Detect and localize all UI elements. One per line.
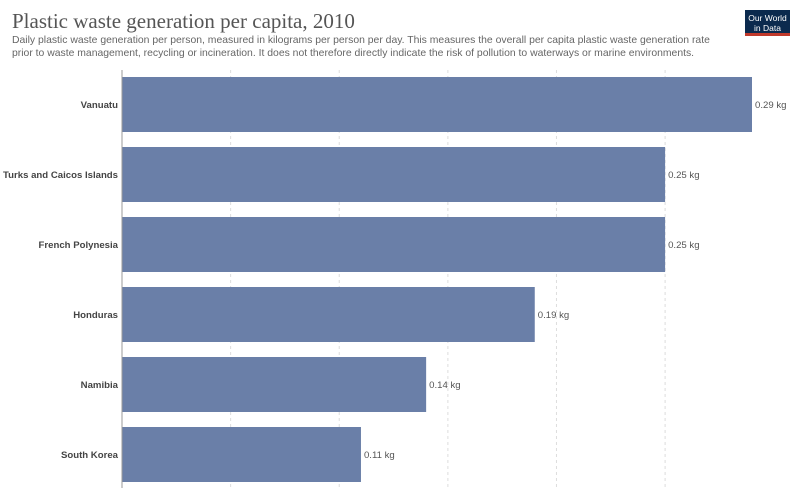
value-label-0: 0.29 kg — [755, 100, 786, 111]
chart-title: Plastic waste generation per capita, 201… — [12, 9, 355, 33]
gridlines — [230, 70, 666, 488]
bar-3[interactable] — [122, 287, 535, 342]
category-label-0: Vanuatu — [81, 100, 118, 111]
bar-5[interactable] — [122, 427, 361, 482]
bar-4[interactable] — [122, 357, 427, 412]
logo-line-2: in Data — [754, 23, 781, 33]
bars: Vanuatu 0.29 kg Turks and Caicos Islands 0.… — [3, 77, 786, 482]
category-label-2: French Polynesia — [39, 240, 119, 251]
category-label-4: Namibia — [81, 380, 119, 391]
bar-1[interactable] — [122, 147, 666, 202]
value-label-5: 0.11 kg — [364, 450, 395, 461]
chart-subtitle: Daily plastic waste generation per perso… — [12, 35, 710, 59]
category-label-1: Turks and Caicos Islands — [3, 170, 118, 181]
logo-line-1: Our World — [748, 13, 787, 23]
bar-0[interactable] — [122, 77, 752, 132]
bar-2[interactable] — [122, 217, 666, 272]
category-label-5: South Korea — [61, 450, 119, 461]
value-label-1: 0.25 kg — [668, 170, 699, 181]
value-label-3: 0.19 kg — [538, 310, 569, 321]
value-label-4: 0.14 kg — [429, 380, 460, 391]
value-label-2: 0.25 kg — [668, 240, 699, 251]
category-label-3: Honduras — [73, 310, 118, 321]
owid-logo[interactable]: Our World in Data — [745, 10, 790, 36]
